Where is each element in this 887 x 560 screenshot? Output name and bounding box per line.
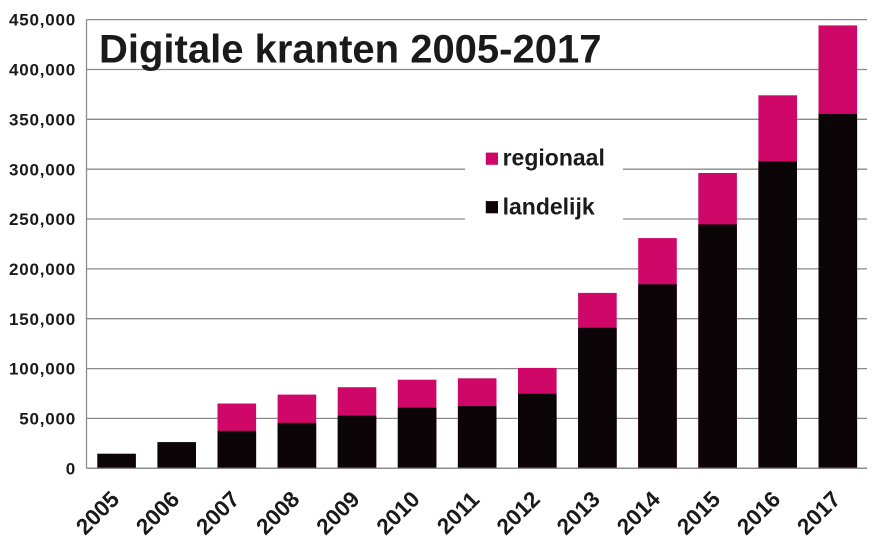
- svg-text:450,000: 450,000: [9, 11, 76, 30]
- svg-text:250,000: 250,000: [9, 210, 76, 229]
- svg-text:landelijk: landelijk: [503, 194, 595, 220]
- svg-text:150,000: 150,000: [9, 310, 76, 329]
- svg-text:400,000: 400,000: [9, 61, 76, 80]
- svg-text:Digitale kranten 2005-2017: Digitale kranten 2005-2017: [99, 27, 601, 71]
- svg-text:350,000: 350,000: [9, 110, 76, 129]
- svg-text:0: 0: [66, 459, 76, 478]
- svg-text:300,000: 300,000: [9, 160, 76, 179]
- svg-text:50,000: 50,000: [19, 410, 76, 429]
- svg-text:100,000: 100,000: [9, 360, 76, 379]
- svg-text:200,000: 200,000: [9, 260, 76, 279]
- svg-text:regionaal: regionaal: [503, 145, 605, 171]
